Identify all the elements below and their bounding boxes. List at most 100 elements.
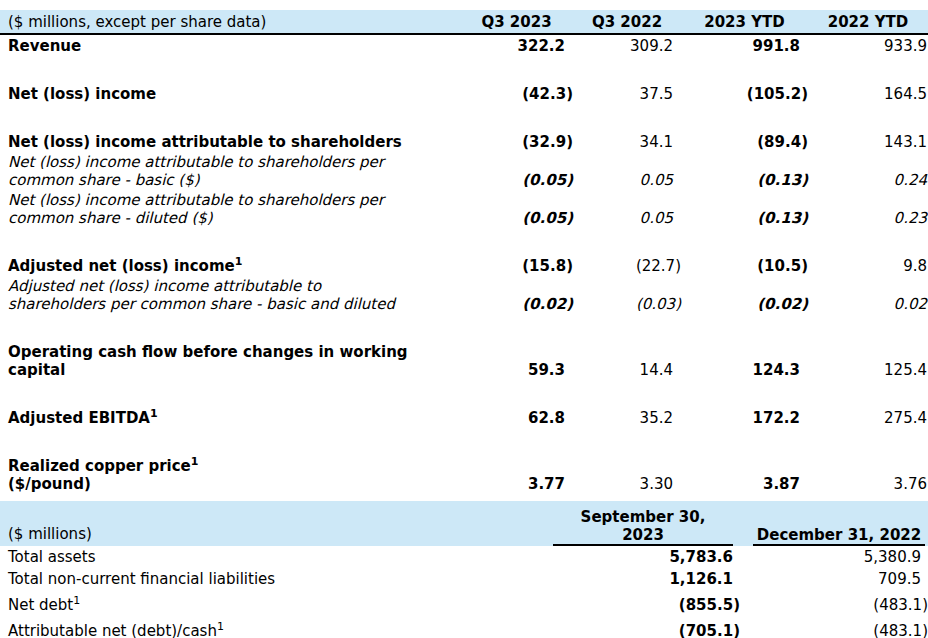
value: (42.3) — [522, 85, 573, 103]
row-label: Attributable net (debt)/cash1 — [0, 616, 520, 638]
column-header-q3-2023: Q3 2023 — [460, 10, 573, 34]
quarterly-results-header: ($ millions, except per share data) Q3 2… — [0, 10, 928, 34]
value-cell: (32.9) — [460, 131, 573, 153]
header-row: ($ millions, except per share data) Q3 2… — [0, 10, 928, 34]
value-cell: 3.30 — [573, 455, 681, 495]
row-label: Net (loss) income attributable to shareh… — [0, 131, 460, 153]
column-header-sept-30-2023-cell: September 30, 2023 — [520, 501, 740, 546]
spacer-row — [0, 229, 928, 255]
value: (705.1) — [679, 622, 740, 638]
value-cell: (483.1) — [740, 590, 928, 616]
value-cell: 5,783.6 — [520, 546, 740, 568]
table-row: Net (loss) income(42.3)37.5(105.2)164.5 — [0, 83, 928, 105]
value: (0.02) — [522, 295, 573, 313]
table-row: Attributable net (debt)/cash1(705.1)(483… — [0, 616, 928, 638]
value: 125.4 — [884, 361, 927, 379]
value: (32.9) — [522, 133, 573, 151]
value-cell: 933.9 — [808, 34, 928, 57]
spacer-row — [0, 315, 928, 341]
value: 3.77 — [528, 475, 565, 493]
column-header-dec-31-2022-cell: December 31, 2022 — [740, 501, 928, 546]
value: 9.8 — [903, 257, 927, 275]
table-row: Net (loss) income attributable to shareh… — [0, 153, 928, 191]
value: 1,126.1 — [669, 570, 733, 588]
value: 3.76 — [894, 475, 927, 493]
value: 5,380.9 — [864, 548, 921, 566]
value: 0.23 — [894, 209, 927, 227]
value: 322.2 — [518, 37, 565, 55]
value-cell: 125.4 — [808, 341, 928, 381]
value-cell: 3.76 — [808, 455, 928, 495]
balance-sheet-header: ($ millions) September 30, 2023 December… — [0, 501, 928, 546]
row-label: Operating cash flow before changes in wo… — [0, 341, 460, 381]
value-cell: 59.3 — [460, 341, 573, 381]
value: (0.03) — [636, 295, 681, 313]
table-row: Total non-current financial liabilities1… — [0, 568, 928, 590]
table2-units-label: ($ millions) — [0, 501, 520, 546]
value-cell: 709.5 — [740, 568, 928, 590]
value-cell: 14.4 — [573, 341, 681, 381]
column-header-q3-2022: Q3 2022 — [573, 10, 681, 34]
value: 991.8 — [753, 37, 800, 55]
footnote-marker: 1 — [235, 255, 243, 268]
value-cell: 0.24 — [808, 153, 928, 191]
value: 0.05 — [640, 171, 673, 189]
value-cell: 37.5 — [573, 83, 681, 105]
value: 14.4 — [640, 361, 673, 379]
balance-sheet-table: ($ millions) September 30, 2023 December… — [0, 501, 928, 638]
value-cell: 5,380.9 — [740, 546, 928, 568]
header-row: ($ millions) September 30, 2023 December… — [0, 501, 928, 546]
spacer-row — [0, 429, 928, 455]
row-label: Adjusted net (loss) income attributable … — [0, 277, 460, 315]
value-cell: 1,126.1 — [520, 568, 740, 590]
value: (0.02) — [757, 295, 808, 313]
table-row: Adjusted net (loss) income1(15.8)(22.7)(… — [0, 255, 928, 277]
value-cell: (89.4) — [681, 131, 808, 153]
table-row: Net (loss) income attributable to shareh… — [0, 191, 928, 229]
row-label: Realized copper price1($/pound) — [0, 455, 460, 495]
value-cell: (0.05) — [460, 153, 573, 191]
value: 35.2 — [640, 409, 673, 427]
value: (483.1) — [873, 596, 928, 614]
table-row: Net (loss) income attributable to shareh… — [0, 131, 928, 153]
value-cell: 9.8 — [808, 255, 928, 277]
value-cell: (0.05) — [460, 191, 573, 229]
balance-sheet-body: Total assets5,783.65,380.9Total non-curr… — [0, 546, 928, 638]
value-cell: 3.87 — [681, 455, 808, 495]
value: (105.2) — [747, 85, 808, 103]
spacer-cell — [0, 429, 928, 455]
spacer-row — [0, 381, 928, 407]
financial-summary-page: ($ millions, except per share data) Q3 2… — [0, 0, 928, 638]
footnote-marker: 1 — [191, 455, 199, 468]
footnote-marker: 1 — [150, 407, 158, 420]
table-row: Adjusted EBITDA162.835.2172.2275.4 — [0, 407, 928, 429]
spacer-cell — [0, 315, 928, 341]
row-label: Net (loss) income attributable to shareh… — [0, 153, 460, 191]
table-row: Realized copper price1($/pound) 3.77 3.30 3… — [0, 455, 928, 495]
footnote-marker: 1 — [73, 594, 80, 607]
spacer-cell — [0, 229, 928, 255]
value-cell: 164.5 — [808, 83, 928, 105]
value-cell: 62.8 — [460, 407, 573, 429]
value-cell: 991.8 — [681, 34, 808, 57]
value-cell: (0.02) — [681, 277, 808, 315]
value-cell: 275.4 — [808, 407, 928, 429]
value: 59.3 — [528, 361, 565, 379]
value: 3.87 — [763, 475, 800, 493]
value-cell: 322.2 — [460, 34, 573, 57]
value-cell: (0.02) — [460, 277, 573, 315]
value-cell: (105.2) — [681, 83, 808, 105]
value: 275.4 — [884, 409, 927, 427]
table-row: Net debt1(855.5)(483.1) — [0, 590, 928, 616]
table1-units-label: ($ millions, except per share data) — [0, 10, 460, 34]
value-cell: 143.1 — [808, 131, 928, 153]
spacer-cell — [0, 57, 928, 83]
column-header-2022-ytd: 2022 YTD — [808, 10, 928, 34]
value-cell: 34.1 — [573, 131, 681, 153]
column-header-2023-ytd: 2023 YTD — [681, 10, 808, 34]
value: 172.2 — [753, 409, 800, 427]
value-cell: (705.1) — [520, 616, 740, 638]
column-header-dec-31-2022: December 31, 2022 — [753, 526, 925, 546]
value-cell: (10.5) — [681, 255, 808, 277]
table-row: Total assets5,783.65,380.9 — [0, 546, 928, 568]
